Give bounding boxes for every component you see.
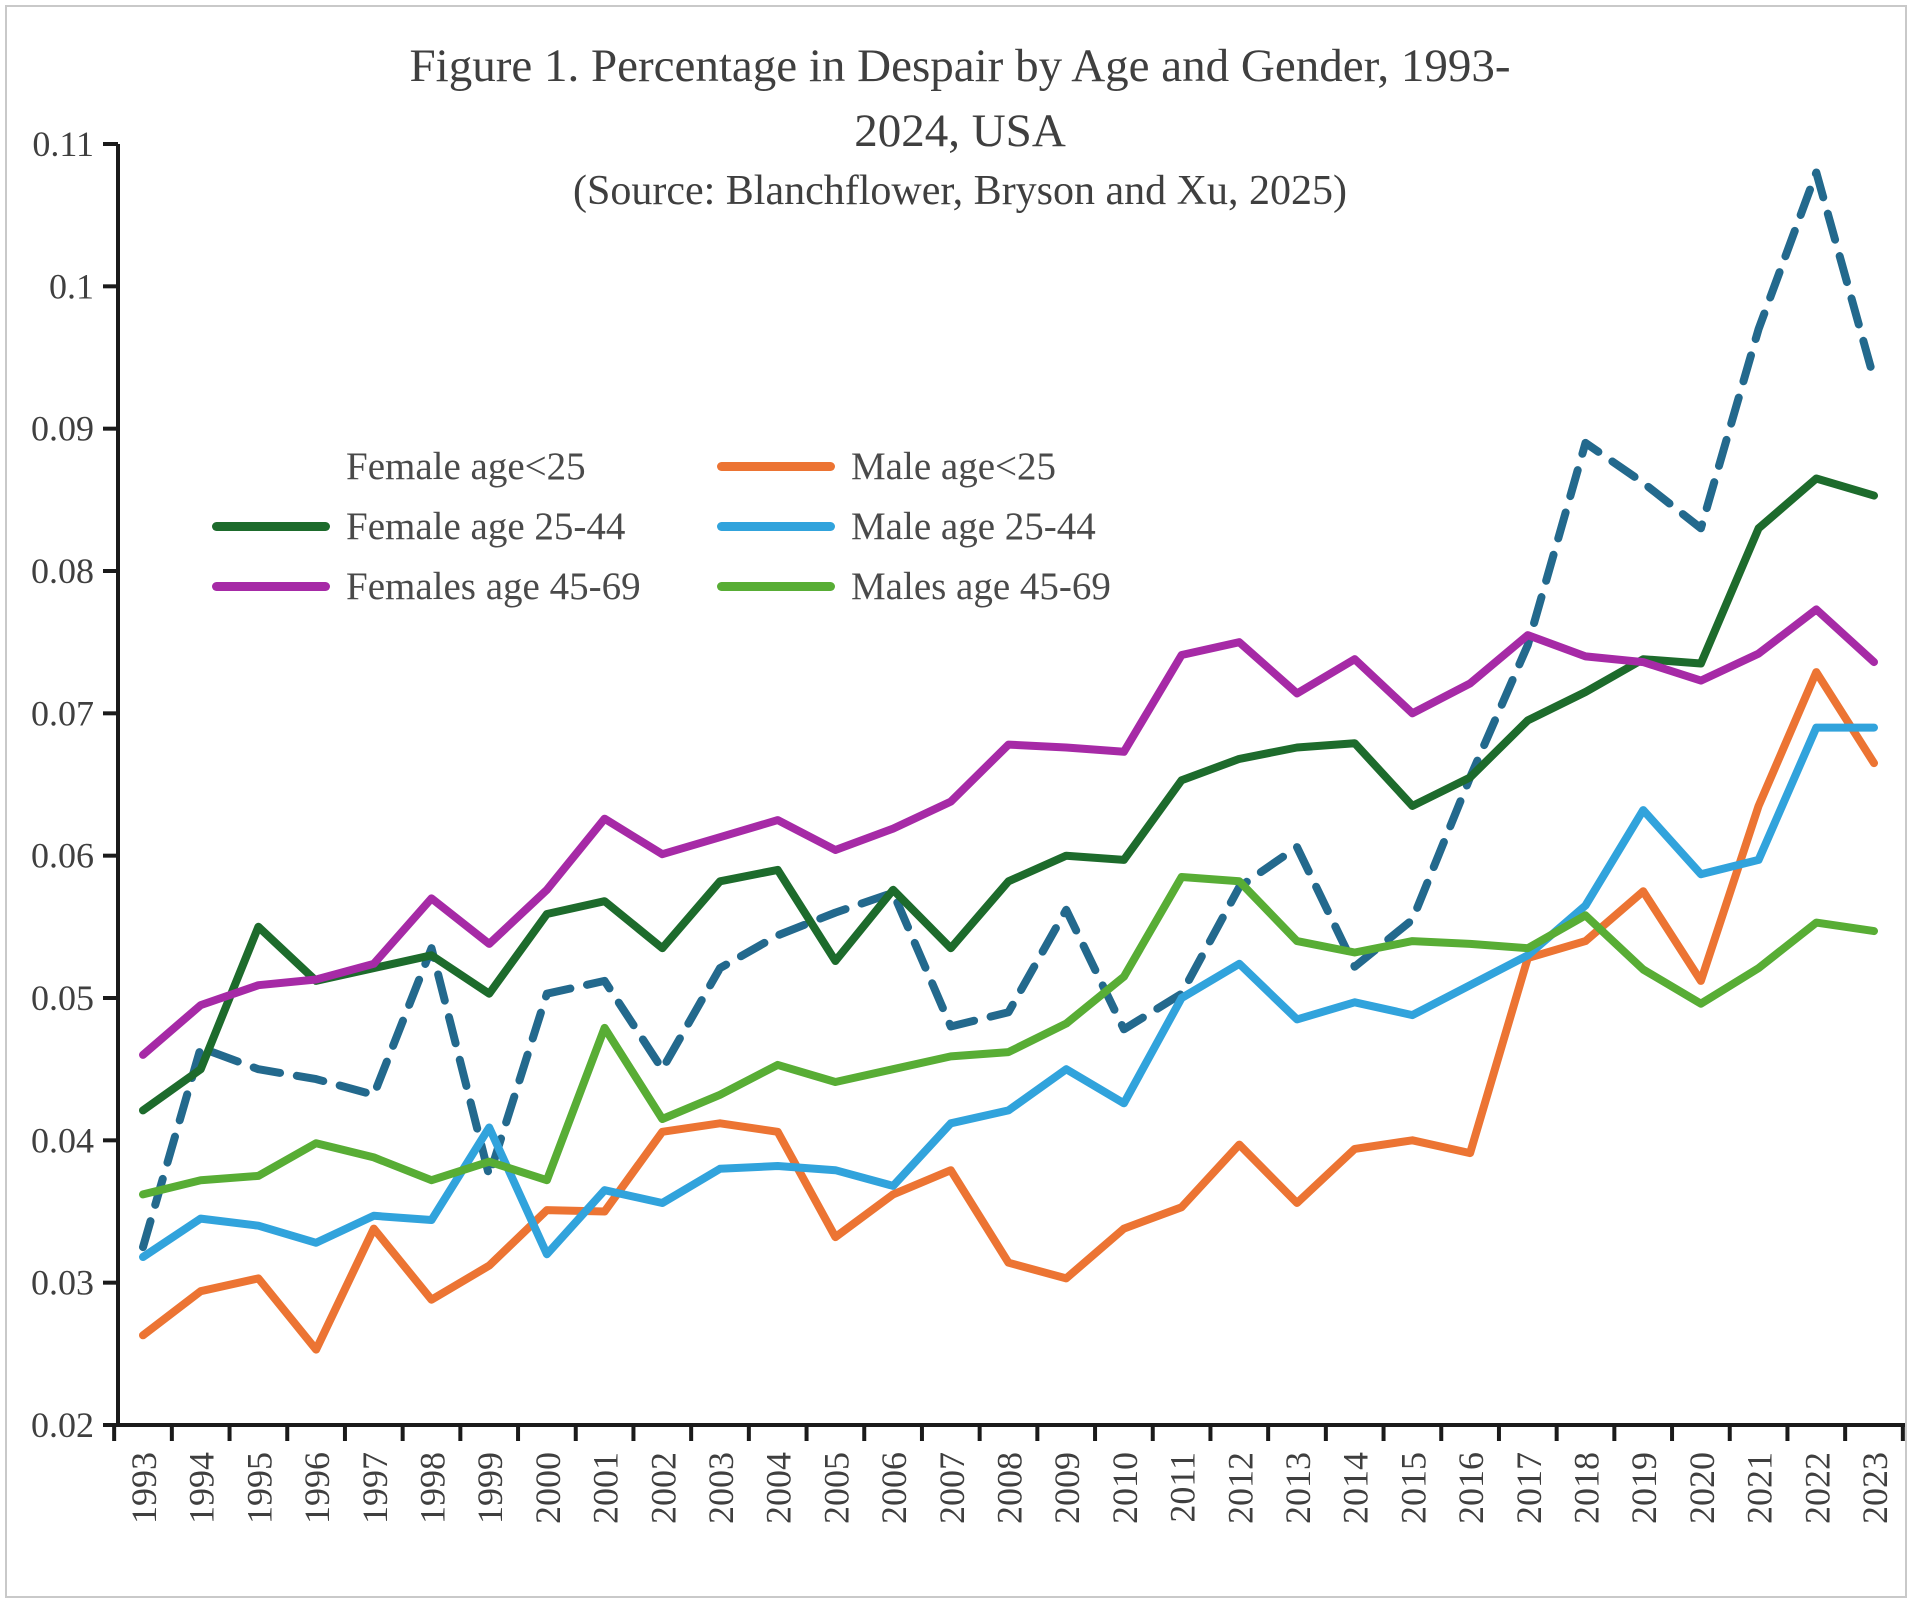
chart-title-block: Figure 1. Percentage in Despair by Age a… (0, 34, 1920, 218)
y-tick-label: 0.03 (31, 1263, 94, 1303)
x-tick-label: 2005 (816, 1452, 856, 1524)
legend-swatch-line-icon (212, 581, 330, 591)
legend-item-female-u25: Female age<25 (212, 444, 717, 489)
legend-item-male-u25: Male age<25 (717, 444, 1111, 489)
series-line-male-age-25 (139, 668, 1878, 1354)
x-tick-label: 1997 (355, 1452, 395, 1524)
x-tick-label: 2001 (586, 1452, 626, 1524)
x-tick-label: 2013 (1278, 1452, 1318, 1524)
chart-title-line2: 2024, USA (854, 104, 1066, 157)
legend-swatch-line-icon (717, 521, 835, 531)
series-line-female-age-25-44 (139, 474, 1878, 1115)
x-tick-label: 2023 (1855, 1452, 1895, 1524)
x-tick-label: 2020 (1682, 1452, 1722, 1524)
x-tick-label: 2002 (643, 1452, 683, 1524)
legend-label: Female age 25-44 (346, 504, 626, 548)
x-tick-label: 2011 (1163, 1452, 1203, 1523)
x-tick-label: 2004 (759, 1452, 799, 1524)
x-tick-label: 2017 (1509, 1452, 1549, 1524)
x-tick-label: 2015 (1393, 1452, 1433, 1524)
legend-label: Male age<25 (851, 444, 1056, 488)
x-tick-label: 2006 (874, 1452, 914, 1524)
series-line-males-age-45-69 (139, 873, 1878, 1199)
x-tick-label: 1996 (297, 1452, 337, 1524)
x-tick-label: 1995 (239, 1452, 279, 1524)
x-tick-label: 2008 (990, 1452, 1030, 1524)
x-tick-label: 1994 (182, 1452, 222, 1524)
x-tick-label: 2003 (701, 1452, 741, 1524)
legend-swatch-line-icon (212, 521, 330, 531)
legend-swatch-line-icon (717, 461, 835, 471)
y-tick-label: 0.11 (32, 124, 94, 164)
x-tick-label: 2007 (932, 1452, 972, 1524)
legend-label: Females age 45-69 (346, 564, 641, 608)
legend-swatch-dashed-line-icon (212, 462, 330, 471)
x-tick-label: 2021 (1740, 1452, 1780, 1524)
x-tick-label: 1998 (413, 1452, 453, 1524)
x-tick-label: 1999 (470, 1452, 510, 1524)
x-tick-label: 2022 (1797, 1452, 1837, 1524)
legend-item-males-4569: Males age 45-69 (717, 564, 1111, 609)
y-tick-label: 0.07 (31, 693, 94, 733)
x-tick-label: 2000 (528, 1452, 568, 1524)
x-tick-label: 2018 (1567, 1452, 1607, 1524)
legend-item-females-4569: Females age 45-69 (212, 564, 717, 609)
legend-label: Female age<25 (346, 444, 586, 488)
legend-label: Males age 45-69 (851, 564, 1111, 608)
y-tick-label: 0.06 (31, 836, 94, 876)
chart-source: (Source: Blanchflower, Bryson and Xu, 20… (573, 167, 1347, 214)
legend-item-female-2544: Female age 25-44 (212, 504, 717, 549)
y-tick-label: 0.04 (31, 1120, 94, 1160)
series-line-female-age-25 (139, 168, 1878, 1252)
x-tick-label: 2014 (1336, 1452, 1376, 1524)
chart-title-line1: Figure 1. Percentage in Despair by Age a… (409, 40, 1511, 92)
x-tick-label: 2016 (1451, 1452, 1491, 1524)
legend-item-male-2544: Male age 25-44 (717, 504, 1111, 549)
y-tick-label: 0.08 (31, 551, 94, 591)
legend-label: Male age 25-44 (851, 504, 1096, 548)
x-tick-label: 1993 (124, 1452, 164, 1524)
y-tick-label: 0.02 (31, 1405, 94, 1445)
series-line-females-age-45-69 (139, 605, 1878, 1059)
chart-legend: Female age<25 Male age<25 Female age 25-… (212, 436, 1111, 616)
y-tick-label: 0.05 (31, 978, 94, 1018)
x-tick-label: 2019 (1624, 1452, 1664, 1524)
x-tick-label: 2010 (1105, 1452, 1145, 1524)
series-line-male-age-25-44 (139, 723, 1878, 1261)
legend-swatch-line-icon (717, 581, 835, 591)
y-tick-label: 0.09 (31, 409, 94, 449)
y-tick-label: 0.1 (49, 266, 94, 306)
x-tick-label: 2012 (1220, 1452, 1260, 1524)
x-tick-label: 2009 (1047, 1452, 1087, 1524)
